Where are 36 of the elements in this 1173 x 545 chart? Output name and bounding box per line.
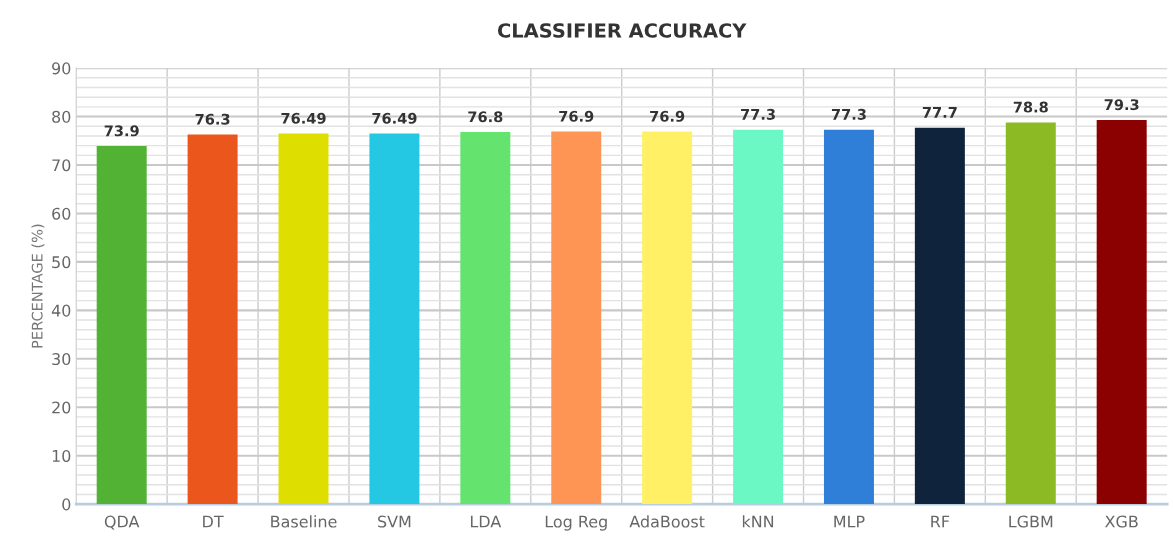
- y-tick-label: 0: [62, 498, 71, 511]
- chart-title: CLASSIFIER ACCURACY: [497, 23, 747, 38]
- x-tick-label: SVM: [378, 515, 411, 528]
- x-tick-label: LGBM: [1009, 515, 1053, 528]
- x-tick-label: kNN: [742, 515, 774, 528]
- data-label: 78.8: [1013, 101, 1048, 113]
- x-tick-label: Baseline: [271, 515, 337, 528]
- y-tick-label: 10: [52, 449, 71, 462]
- data-label: 77.3: [741, 108, 775, 120]
- x-tick-label: XGB: [1105, 515, 1138, 528]
- y-tick-label: 80: [52, 110, 71, 123]
- data-label: 77.7: [922, 107, 957, 118]
- y-tick-label: 70: [52, 159, 71, 172]
- y-tick-label: 60: [52, 207, 71, 220]
- data-label: 76.49: [372, 112, 417, 124]
- data-label: 76.9: [650, 110, 685, 122]
- data-label: 76.49: [281, 112, 326, 124]
- y-tick-label: 30: [52, 353, 71, 366]
- y-tick-label: 90: [52, 62, 71, 75]
- y-tick-label: 40: [51, 304, 71, 317]
- x-tick-label: AdaBoost: [629, 515, 705, 528]
- data-label: 73.9: [104, 125, 139, 137]
- data-label: 76.8: [468, 111, 503, 123]
- y-tick-label: 20: [52, 401, 71, 414]
- x-tick-label: Log Reg: [545, 515, 607, 531]
- data-label: 76.3: [195, 113, 230, 125]
- y-axis-title: PERCENTAGE (%): [31, 224, 45, 348]
- data-label: 79.3: [1104, 99, 1139, 111]
- x-tick-label: QDA: [104, 515, 140, 530]
- data-label: 77.3: [831, 108, 866, 120]
- data-label: 76.9: [559, 110, 594, 122]
- x-tick-label: MLP: [834, 515, 865, 528]
- y-tick-label: 50: [52, 256, 71, 269]
- x-tick-label: RF: [931, 515, 950, 528]
- x-tick-label: DT: [203, 515, 224, 528]
- x-tick-label: LDA: [470, 515, 502, 528]
